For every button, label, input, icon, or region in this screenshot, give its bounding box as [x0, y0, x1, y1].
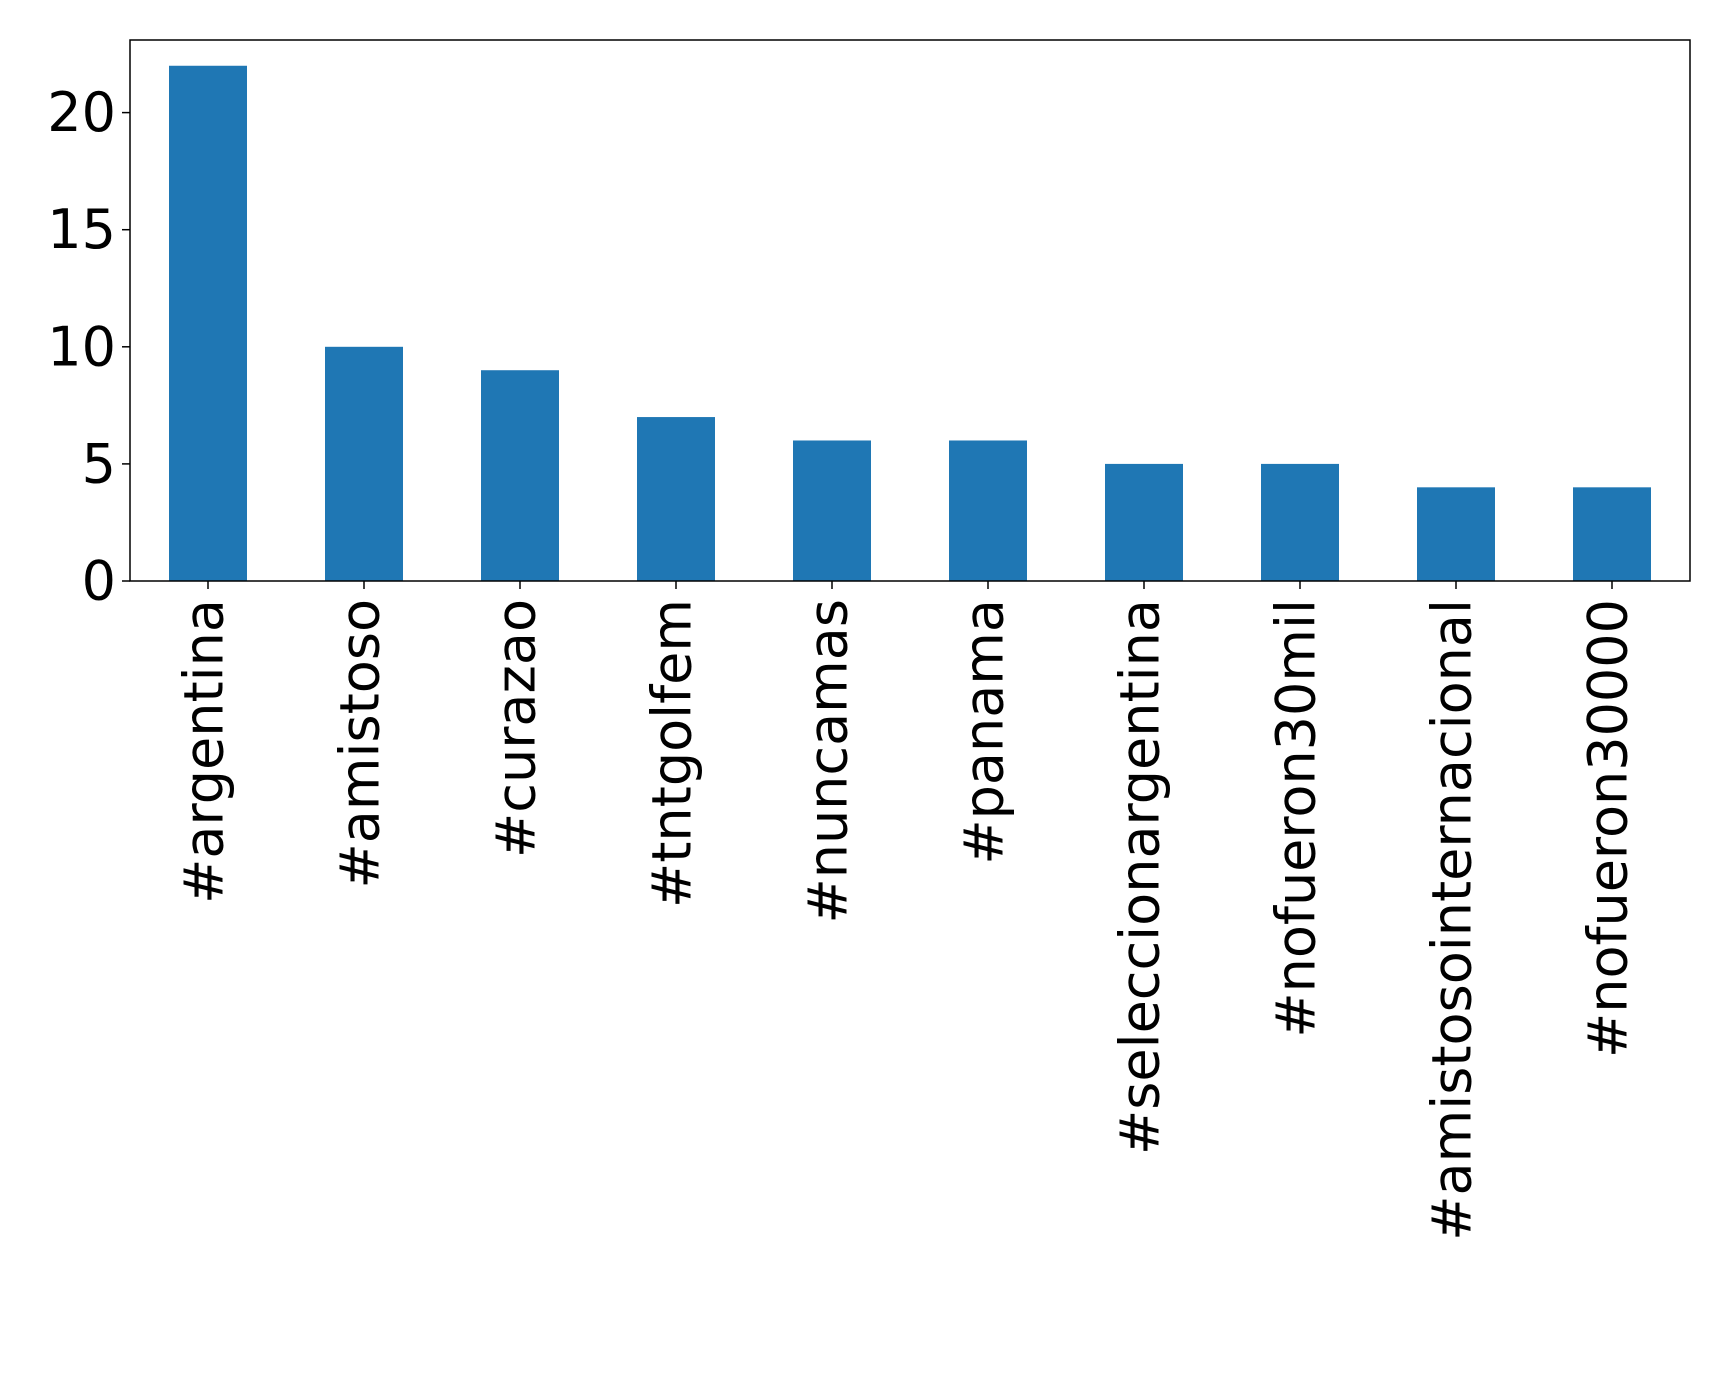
x-tick-label: #amistosointernacional — [1421, 599, 1484, 1241]
bar — [1261, 463, 1339, 581]
x-tick-label: #argentina — [173, 599, 236, 904]
bar — [1573, 487, 1651, 581]
bars-layer — [169, 65, 1651, 581]
x-tick-label: #tntgolfem — [641, 599, 704, 908]
x-tick-label: #curazao — [485, 599, 548, 858]
bar — [793, 440, 871, 581]
bar — [325, 346, 403, 581]
y-tick-label: 15 — [47, 198, 116, 261]
x-tick-label: #nofueron30mil — [1265, 599, 1328, 1038]
x-tick-label: #amistoso — [329, 599, 392, 888]
x-tick-label: #seleccionargentina — [1109, 599, 1172, 1155]
y-tick-label: 5 — [82, 432, 116, 495]
x-tick-label: #nofueron30000 — [1577, 599, 1640, 1058]
bar — [949, 440, 1027, 581]
plot-frame — [129, 39, 1691, 582]
x-tick-label: #nuncamas — [797, 599, 860, 924]
x-axis: #argentina #amistoso #curazao #tntgolfem #nu… — [173, 581, 1640, 1241]
bar — [1417, 487, 1495, 581]
bar — [637, 417, 715, 581]
bar — [169, 65, 247, 581]
bar — [481, 370, 559, 581]
x-tick-label: #panama — [953, 599, 1016, 865]
y-tick-label: 10 — [47, 315, 116, 378]
y-axis: 0 5 10 15 20 — [47, 81, 130, 613]
bar — [1105, 463, 1183, 581]
y-tick-label: 20 — [47, 81, 116, 144]
y-tick-label: 0 — [82, 550, 116, 613]
